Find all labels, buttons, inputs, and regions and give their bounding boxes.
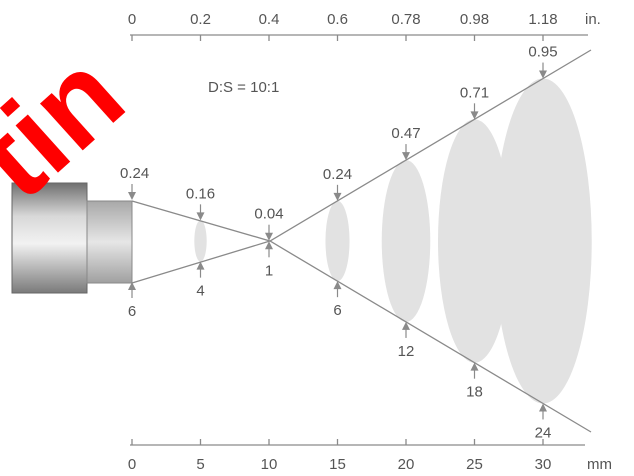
spot-diameter-mm-label: 18	[466, 384, 483, 401]
spot-ellipse	[325, 200, 350, 282]
spot-diameter-inch-label: 0.04	[254, 206, 283, 223]
spot-diameter-inch-label: 0.47	[391, 125, 420, 142]
spot-diameter-inch-label: 0.71	[460, 84, 489, 101]
top-tick-label: 0.98	[460, 11, 489, 28]
bottom-tick-label: 25	[466, 456, 483, 473]
spot-diameter-mm-label: 24	[535, 424, 552, 441]
top-axis: 0 0.2 0.4 0.6 0.78 0.98 1.18 in.	[128, 11, 601, 41]
arrow-up-head-icon	[128, 282, 136, 290]
spot-diameter-mm-label: 12	[398, 343, 415, 360]
top-tick-label: 0.4	[259, 11, 280, 28]
spot-diameter-inch-label: 0.95	[528, 44, 557, 61]
spot-ellipse	[194, 220, 207, 262]
cone-lower-line	[131, 240, 592, 433]
spot-diameter-mm-label: 1	[265, 262, 273, 279]
bottom-tick-label: 0	[128, 456, 136, 473]
arrow-down-head-icon	[128, 192, 136, 200]
distance-to-spot-ratio: D:S = 10:1	[208, 79, 279, 96]
top-tick-label: 0	[128, 11, 136, 28]
spot-diameter-mm-label: 6	[128, 303, 136, 320]
sensor-device	[11, 182, 133, 294]
measurement-cone	[131, 49, 592, 433]
bottom-axis-unit: mm	[587, 456, 612, 473]
spot-ellipse	[437, 119, 512, 363]
bottom-tick-label: 5	[196, 456, 204, 473]
arrow-down-head-icon	[539, 70, 547, 79]
arrow-up-head-icon	[402, 321, 410, 330]
arrow-up-head-icon	[196, 261, 205, 270]
top-tick-label: 0.78	[391, 11, 420, 28]
spot-diameter-mm-label: 4	[196, 283, 204, 300]
arrow-down-head-icon	[265, 232, 273, 241]
bottom-axis: 0 5 10 15 20 25 30 mm	[128, 439, 612, 473]
sensor-body	[11, 182, 88, 294]
sensor-nose	[86, 200, 133, 284]
top-tick-label: 0.6	[327, 11, 348, 28]
bottom-tick-label: 30	[535, 456, 552, 473]
spot-diameter-inch-label: 0.24	[323, 166, 352, 183]
bottom-axis-ticks: 0 5 10 15 20 25 30	[128, 439, 552, 473]
spot-ellipse	[381, 160, 431, 322]
spot-diameter-inch-label: 0.24	[120, 165, 149, 182]
top-axis-unit: in.	[585, 11, 601, 28]
arrow-up-head-icon	[539, 403, 547, 412]
spot-diameter-inch-label: 0.16	[186, 185, 215, 202]
arrow-down-head-icon	[470, 111, 479, 120]
bottom-tick-label: 20	[398, 456, 415, 473]
arrow-up-head-icon	[333, 281, 342, 290]
bottom-tick-label: 10	[261, 456, 278, 473]
arrow-up-head-icon	[265, 241, 273, 250]
top-tick-label: 1.18	[528, 11, 557, 28]
arrow-down-head-icon	[196, 212, 205, 221]
spot-ellipse	[494, 78, 592, 404]
spot-ellipses	[194, 78, 592, 404]
arrow-down-head-icon	[333, 192, 342, 201]
top-axis-ticks: 0 0.2 0.4 0.6 0.78 0.98 1.18	[128, 11, 558, 41]
arrow-up-head-icon	[470, 362, 479, 371]
spot-markers: 0.24 6 0.16 4 0.04 1 0.24 6 0.47 12 0.71 18 0.95 24	[120, 44, 558, 442]
spot-diameter-mm-label: 6	[333, 302, 341, 319]
arrow-down-head-icon	[402, 152, 410, 161]
bottom-tick-label: 15	[329, 456, 346, 473]
top-tick-label: 0.2	[190, 11, 211, 28]
